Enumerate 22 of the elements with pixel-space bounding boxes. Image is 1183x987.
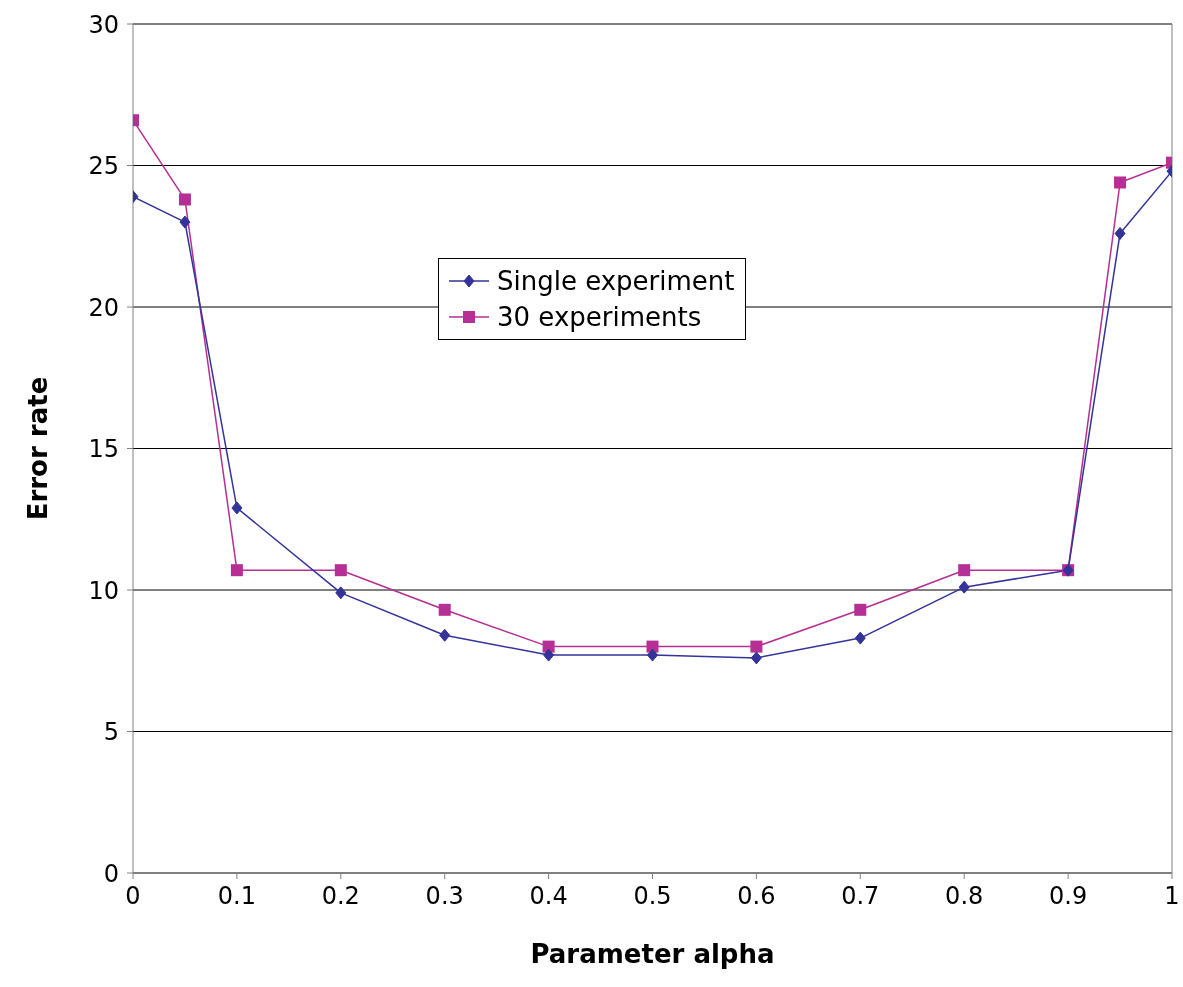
x-axis-title: Parameter alpha	[530, 939, 775, 969]
x-tick-label: 0.7	[841, 882, 880, 911]
x-tick-label: 0.4	[529, 882, 568, 911]
y-tick-label: 0	[103, 859, 119, 888]
y-tick-label: 20	[88, 293, 119, 322]
x-tick-label: 1	[1164, 882, 1180, 911]
x-tick-label: 0.8	[945, 882, 984, 911]
y-tick-label: 30	[88, 10, 119, 39]
legend-label: Single experiment	[497, 265, 735, 298]
y-tick-label: 5	[103, 718, 119, 747]
x-tick-label: 0	[125, 882, 141, 911]
y-tick-label: 15	[88, 435, 119, 464]
x-tick-label: 0.1	[217, 882, 256, 911]
x-tick-label: 0.6	[737, 882, 776, 911]
y-tick-label: 25	[88, 152, 119, 181]
y-tick-label: 10	[88, 576, 119, 605]
x-tick-label: 0.9	[1049, 882, 1088, 911]
x-tick-label: 0.3	[425, 882, 464, 911]
y-axis-title: Error rate	[23, 376, 54, 521]
legend-label: 30 experiments	[497, 301, 702, 334]
x-tick-label: 0.2	[321, 882, 360, 911]
x-tick-label: 0.5	[633, 882, 672, 911]
